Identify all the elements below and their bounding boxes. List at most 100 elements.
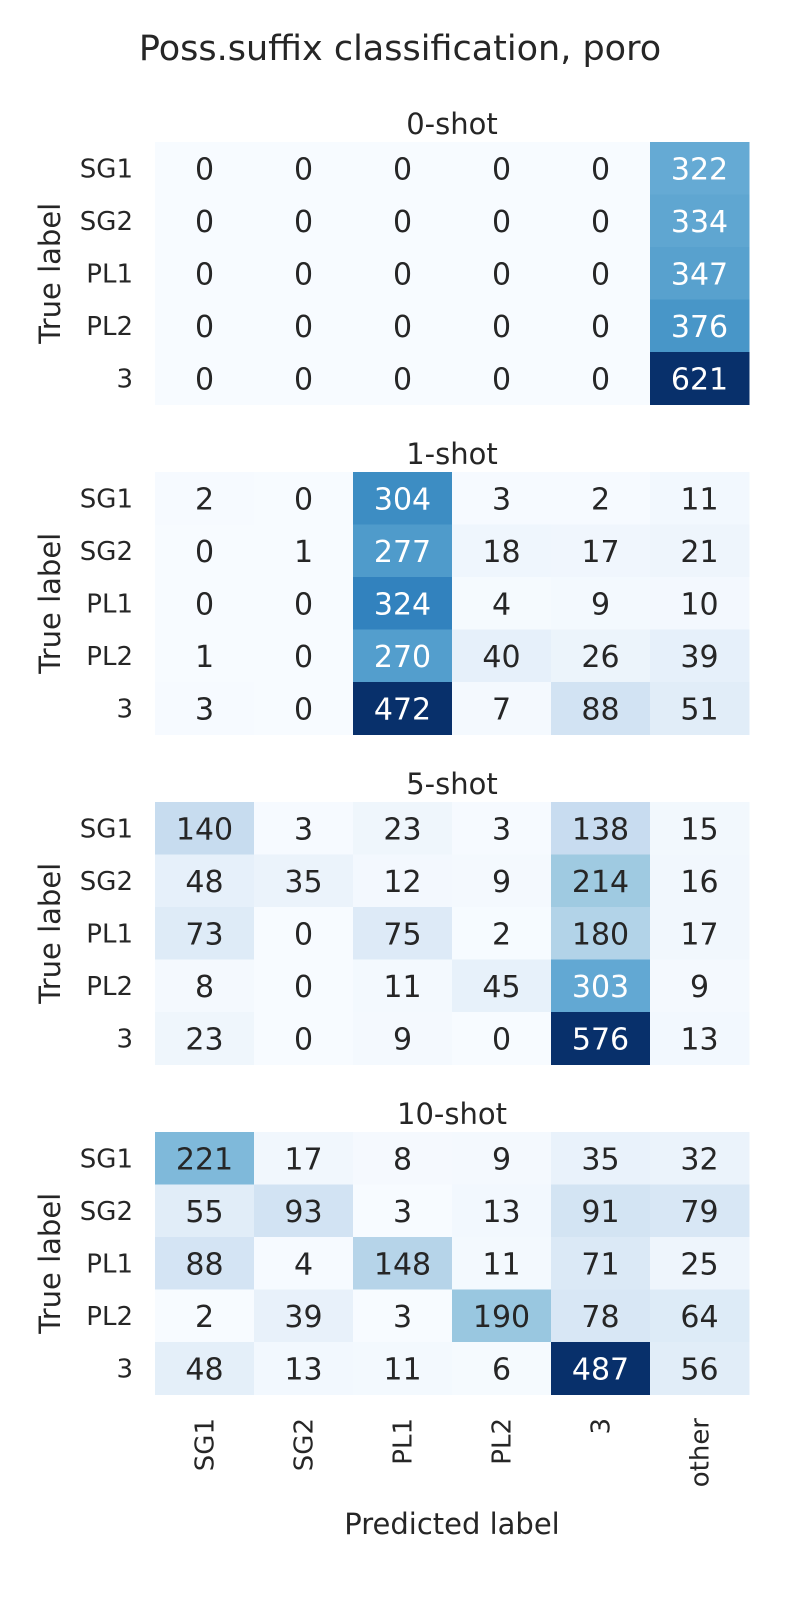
heatmap-cell [452,142,552,195]
cell-value-label: 0 [195,310,214,345]
cell-value-label: 35 [284,865,322,900]
heatmap-cell [155,577,255,630]
heatmap-cell [650,1237,750,1290]
y-tick-label: 3 [116,694,133,724]
y-tick-label: SG1 [80,484,133,514]
cell-value-label: 0 [492,310,511,345]
heatmap-cell [452,247,552,300]
heatmap-cell [254,247,354,300]
cell-value-label: 3 [393,1300,412,1335]
cell-value-label: 0 [591,362,610,397]
cell-value-label: 11 [383,970,421,1005]
heatmap-cell [254,802,354,855]
heatmap-cell [452,682,552,735]
heatmap-cell [551,629,651,683]
cell-value-label: 73 [185,917,223,952]
heatmap-cell [353,352,453,405]
heatmap-cell [353,299,453,353]
heatmap-cell [155,802,255,855]
cell-value-label: 48 [185,865,223,900]
cell-value-label: 88 [185,1247,223,1282]
x-tick-label: 3 [587,1418,617,1435]
cell-value-label: 23 [185,1022,223,1057]
cell-value-label: 9 [492,865,511,900]
cell-value-label: 35 [581,1142,619,1177]
cell-value-label: 6 [492,1352,511,1387]
heatmap-cell [650,352,750,405]
heatmap-cell [254,194,354,248]
cell-value-label: 18 [482,535,520,570]
heatmap-cell [650,577,750,630]
cell-value-label: 0 [294,152,313,187]
cell-value-label: 277 [374,535,431,570]
y-axis-label: True label [33,533,67,675]
cell-value-label: 13 [680,1022,718,1057]
heatmap-cell [155,247,255,300]
heatmap-cell [254,1184,354,1238]
cell-value-label: 0 [195,535,214,570]
cell-value-label: 16 [680,865,718,900]
cell-value-label: 3 [195,692,214,727]
heatmap-cell [452,524,552,578]
heatmap-cell [452,629,552,683]
heatmap-cell [254,472,354,525]
cell-value-label: 190 [473,1300,530,1335]
cell-value-label: 32 [680,1142,718,1177]
cell-value-label: 0 [294,640,313,675]
heatmap-cell [452,907,552,960]
heatmap-cell [155,907,255,960]
heatmap-cell [155,352,255,405]
heatmap-cell [551,907,651,960]
heatmap-cell [650,682,750,735]
cell-value-label: 51 [680,692,718,727]
panel-title: 1-shot [406,437,498,471]
heatmap-cell [254,142,354,195]
cell-value-label: 3 [393,1195,412,1230]
heatmap-cell [353,194,453,248]
heatmap-cell [254,577,354,630]
cell-value-label: 221 [176,1142,233,1177]
heatmap-cell [650,629,750,683]
heatmap-cell [551,1342,651,1395]
cell-value-label: 0 [294,205,313,240]
cell-value-label: 17 [680,917,718,952]
cell-value-label: 576 [572,1022,629,1057]
cell-value-label: 9 [492,1142,511,1177]
cell-value-label: 11 [680,482,718,517]
heatmap-cell [155,629,255,683]
cell-value-label: 26 [581,640,619,675]
cell-value-label: 472 [374,692,431,727]
heatmap-cell [650,1184,750,1238]
heatmap-cell [254,959,354,1013]
cell-value-label: 0 [393,152,412,187]
cell-value-label: 2 [492,917,511,952]
heatmap-cell [452,1342,552,1395]
heatmap-cell [452,854,552,908]
cell-value-label: 1 [294,535,313,570]
cell-value-label: 324 [374,587,431,622]
panel-title: 5-shot [406,767,498,801]
cell-value-label: 0 [294,587,313,622]
cell-value-label: 79 [680,1195,718,1230]
heatmap-cell [650,802,750,855]
cell-value-label: 0 [294,1022,313,1057]
cell-value-label: 0 [294,257,313,292]
heatmap-cell [155,854,255,908]
cell-value-label: 25 [680,1247,718,1282]
heatmap-cell [353,247,453,300]
cell-value-label: 3 [492,812,511,847]
cell-value-label: 0 [393,205,412,240]
cell-value-label: 88 [581,692,619,727]
heatmap-cell [452,194,552,248]
cell-value-label: 347 [671,257,728,292]
x-tick-label: PL2 [488,1418,518,1465]
cell-value-label: 0 [294,692,313,727]
heatmap-cell [353,802,453,855]
heatmap-cell [353,472,453,525]
heatmap-cell [551,1012,651,1065]
heatmap-cell [551,577,651,630]
heatmap-cell [650,1289,750,1343]
heatmap-cell [452,1237,552,1290]
cell-value-label: 214 [572,865,629,900]
